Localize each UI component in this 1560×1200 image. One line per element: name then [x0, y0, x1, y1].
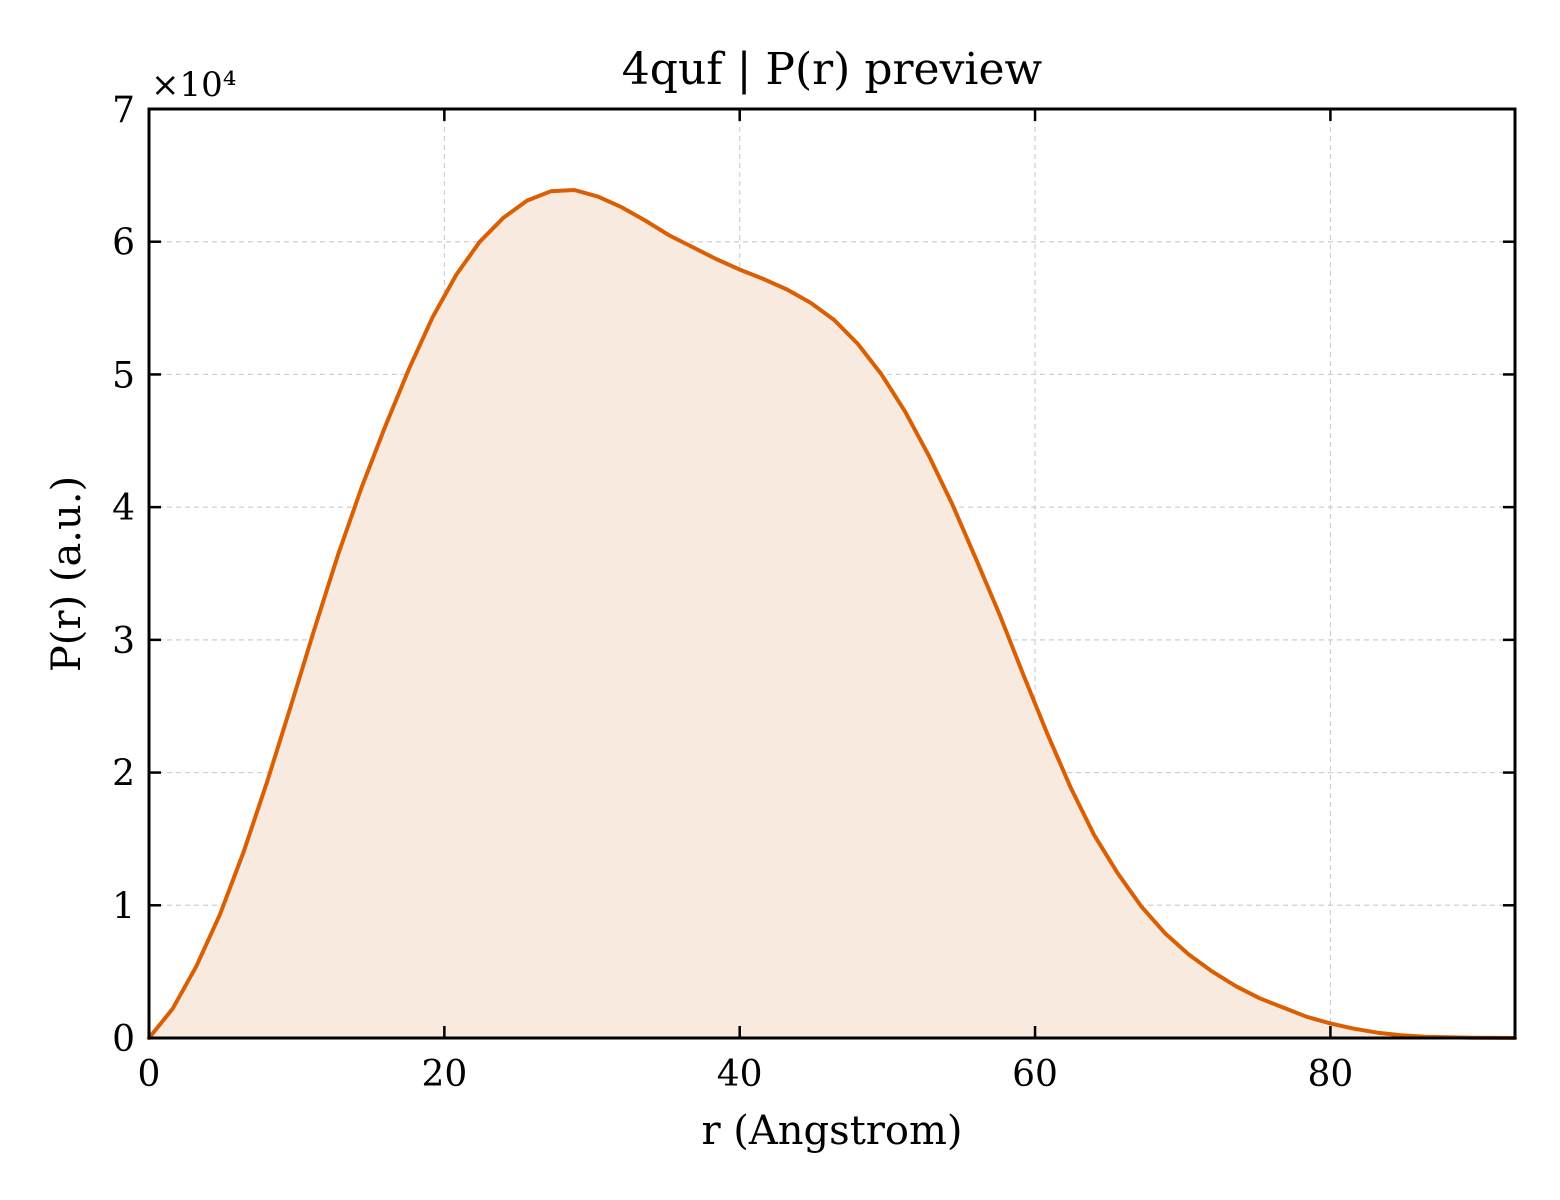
y-tick-label: 5 [112, 355, 135, 396]
y-tick-label: 6 [112, 223, 135, 264]
y-tick-label: 4 [112, 488, 135, 529]
y-tick-label: 1 [112, 886, 135, 927]
y-tick-label: 0 [112, 1019, 135, 1060]
y-tick-label: 2 [112, 754, 135, 795]
y-tick-label: 7 [112, 90, 135, 131]
x-axis-label: r (Angstrom) [701, 1108, 962, 1154]
x-tick-label: 80 [1307, 1054, 1353, 1095]
y-tick-label: 3 [112, 621, 135, 662]
x-tick-label: 60 [1012, 1054, 1058, 1095]
y-scale-label: ×10⁴ [151, 65, 236, 105]
ticks: 0 20 40 60 80 0 1 2 3 4 5 6 7 [112, 90, 1515, 1095]
chart-title: 4quf | P(r) preview [622, 44, 1043, 95]
plot-frame [147, 107, 1517, 1040]
x-tick-label: 0 [138, 1054, 161, 1095]
y-axis-label: P(r) (a.u.) [44, 476, 90, 672]
x-tick-label: 40 [717, 1054, 763, 1095]
area-fill [149, 190, 1515, 1038]
data-line [147, 188, 1517, 1040]
x-tick-label: 20 [421, 1054, 467, 1095]
